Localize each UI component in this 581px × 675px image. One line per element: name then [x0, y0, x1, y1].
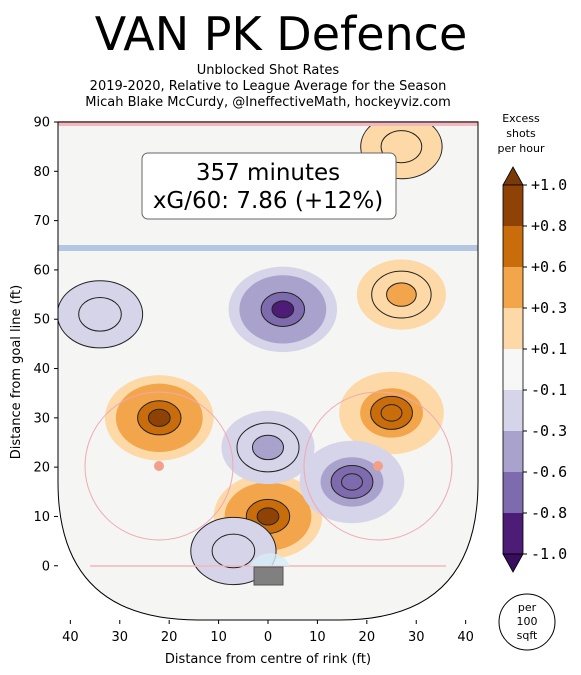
x-tick-label: 10 — [210, 630, 227, 645]
y-tick-label: 70 — [33, 214, 50, 229]
colorbar-label: +0.3 — [531, 299, 567, 317]
unit-badge-line-3: sqft — [517, 629, 538, 642]
contour-band — [271, 300, 295, 319]
annotation-minutes: 357 minutes — [196, 160, 340, 186]
chart-subtitle-line-1: Unblocked Shot Rates — [197, 63, 340, 78]
chart-title: VAN PK Defence — [95, 7, 468, 61]
colorbar-band — [503, 185, 523, 226]
colorbar-band — [503, 349, 523, 390]
colorbar-labels: +1.0 +0.8 +0.6 +0.3 +0.1 -0.1 -0.3 -0.6 -0.8 -1.0 — [523, 176, 567, 563]
colorbar: Excess shots per hour +1.0 +0.8 +0.6 +0.3 +0… — [498, 112, 567, 573]
y-tick-label: 80 — [33, 165, 50, 180]
contour-band — [386, 282, 417, 307]
contour-band — [256, 507, 280, 526]
heat-region — [105, 375, 214, 461]
colorbar-bands — [502, 166, 524, 573]
heat-region — [356, 259, 446, 330]
x-tick-label: 20 — [161, 630, 178, 645]
x-tick-label: 30 — [111, 630, 128, 645]
y-axis-ticks: 0 10 20 30 40 50 60 70 80 90 — [33, 116, 58, 574]
colorbar-label: -1.0 — [531, 545, 567, 563]
unit-badge-line-1: per — [518, 601, 537, 614]
colorbar-label: -0.8 — [531, 504, 567, 522]
x-tick-label: 0 — [264, 630, 272, 645]
y-tick-label: 60 — [33, 263, 50, 278]
colorbar-band — [503, 267, 523, 308]
colorbar-title-line-3: per hour — [498, 142, 545, 155]
annotation-box: 357 minutes xG/60: 7.86 (+12%) — [141, 152, 397, 220]
contour-band — [251, 434, 285, 461]
y-tick-label: 30 — [33, 411, 50, 426]
crease — [250, 553, 290, 566]
annotation-xg: xG/60: 7.86 (+12%) — [153, 188, 383, 214]
colorbar-frame — [502, 184, 524, 555]
colorbar-title-line-2: shots — [506, 127, 536, 140]
faceoff-circle-left — [84, 391, 234, 541]
colorbar-under-arrow — [502, 553, 524, 573]
y-tick-label: 50 — [33, 313, 50, 328]
heat-region — [221, 410, 315, 485]
x-tick-label: 40 — [62, 630, 79, 645]
contour-band — [211, 533, 256, 569]
colorbar-band — [503, 226, 523, 267]
heat-region — [339, 371, 444, 455]
heat-region — [228, 266, 338, 353]
colorbar-label: +0.1 — [531, 340, 567, 358]
colorbar-band — [503, 390, 523, 431]
blue-line — [58, 245, 478, 251]
colorbar-label: -0.1 — [531, 381, 567, 399]
y-tick-label: 90 — [33, 116, 50, 131]
heat-regions — [58, 122, 446, 586]
colorbar-band — [503, 472, 523, 513]
x-tick-label: 30 — [408, 630, 425, 645]
contour-band — [78, 296, 122, 332]
colorbar-label: -0.6 — [531, 463, 567, 481]
unit-badge-line-2: 100 — [517, 615, 538, 628]
x-tick-label: 10 — [309, 630, 326, 645]
unit-badge: per 100 sqft — [498, 593, 556, 651]
colorbar-band — [503, 431, 523, 472]
colorbar-over-arrow — [502, 166, 524, 186]
y-axis-label: Distance from goal line (ft) — [9, 285, 24, 459]
faceoff-dot-right — [373, 461, 383, 471]
faceoff-circle-right — [303, 391, 453, 541]
colorbar-label: +1.0 — [531, 176, 567, 194]
y-tick-label: 0 — [42, 559, 50, 574]
y-tick-label: 20 — [33, 461, 50, 476]
unit-badge-circle — [498, 593, 556, 651]
colorbar-band — [503, 513, 523, 554]
x-axis-ticks: 40 30 20 10 0 10 20 30 40 — [62, 620, 474, 645]
heat-region — [58, 280, 144, 349]
colorbar-band — [503, 308, 523, 349]
x-axis-label: Distance from centre of rink (ft) — [165, 652, 371, 667]
faceoff-dot-left — [154, 461, 164, 471]
x-tick-label: 40 — [457, 630, 474, 645]
contour-band — [147, 408, 171, 427]
colorbar-label: +0.6 — [531, 258, 567, 276]
red-line — [58, 121, 478, 126]
x-tick-label: 20 — [359, 630, 376, 645]
rink-boards — [57, 121, 479, 621]
goal-net — [253, 566, 284, 586]
chart-subtitle-line-3: Micah Blake McCurdy, @IneffectiveMath, h… — [85, 95, 451, 110]
y-tick-label: 40 — [33, 362, 50, 377]
colorbar-title-line-1: Excess — [502, 112, 540, 125]
annotation-frame — [141, 152, 397, 220]
contour-band — [380, 404, 403, 422]
heat-region — [299, 440, 405, 524]
y-tick-label: 10 — [33, 510, 50, 525]
contour-band — [341, 473, 363, 491]
chart-subtitle-line-2: 2019-2020, Relative to League Average fo… — [90, 79, 447, 94]
colorbar-label: -0.3 — [531, 422, 567, 440]
colorbar-label: +0.8 — [531, 217, 567, 235]
